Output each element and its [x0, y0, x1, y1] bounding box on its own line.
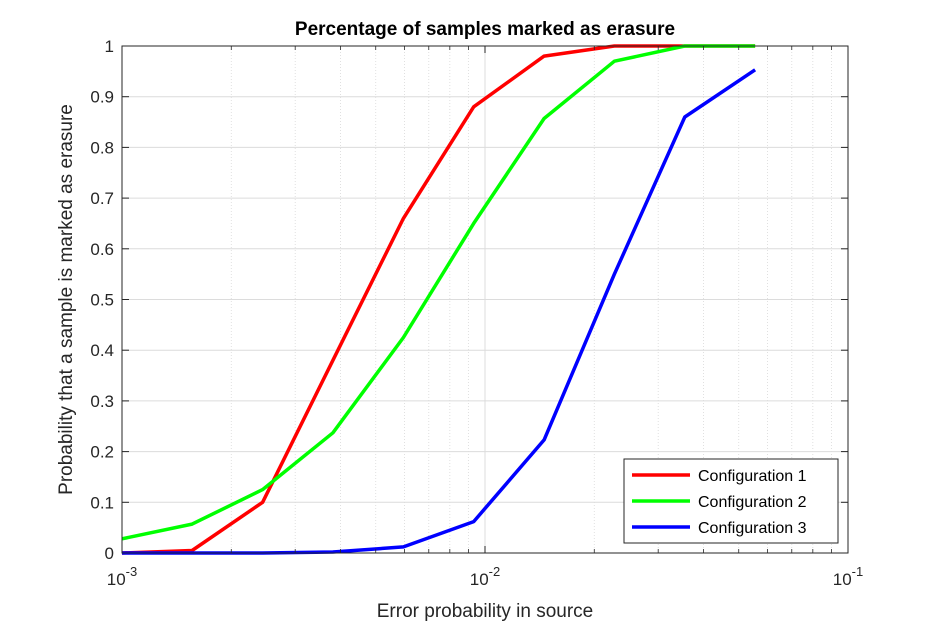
- y-axis-label: Probability that a sample is marked as e…: [56, 104, 77, 495]
- y-tick-label: 0.7: [90, 189, 114, 208]
- x-tick-label: 10-3: [107, 564, 137, 589]
- y-tick-label: 0.9: [90, 88, 114, 107]
- legend-label-2: Configuration 2: [698, 494, 807, 511]
- y-tick-label: 0.3: [90, 392, 114, 411]
- x-tick-label: 10-1: [833, 564, 863, 589]
- legend: Configuration 1 Configuration 2 Configurat…: [623, 458, 839, 544]
- y-tick-label: 0.4: [90, 341, 114, 360]
- x-tick-label: 10-2: [470, 564, 500, 589]
- y-tick-label: 0: [105, 544, 114, 563]
- y-tick-label: 0.2: [90, 443, 114, 462]
- tick-layer: 10-3 10-2 10-1 0 0.1 0.2 0.3 0.4 0.5 0.6 0.7 0.8 0.9…: [90, 37, 863, 589]
- legend-label-1: Configuration 1: [698, 468, 807, 485]
- y-tick-label: 1: [105, 37, 114, 56]
- series-line-2: [121, 44, 756, 541]
- y-tick-label: 0.5: [90, 291, 114, 310]
- x-axis-label: Error probability in source: [377, 601, 593, 622]
- y-tick-label: 0.1: [90, 493, 114, 512]
- y-tick-label: 0.8: [90, 138, 114, 157]
- legend-label-3: Configuration 3: [698, 520, 807, 537]
- y-tick-label: 0.6: [90, 240, 114, 259]
- chart-title: Percentage of samples marked as erasure: [295, 19, 675, 40]
